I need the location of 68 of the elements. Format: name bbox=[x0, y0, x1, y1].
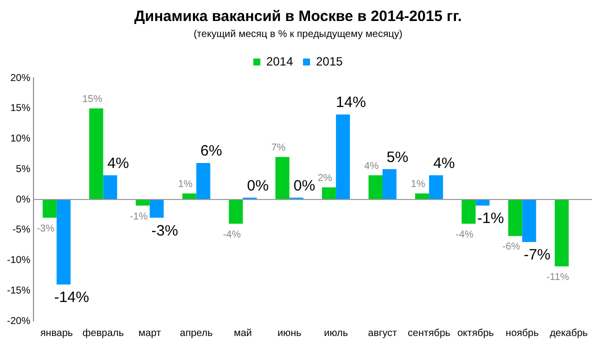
legend-label: 2015 bbox=[316, 54, 344, 68]
bar bbox=[462, 200, 476, 224]
data-label: 1% bbox=[410, 179, 426, 190]
data-label: 4% bbox=[107, 154, 130, 172]
bar bbox=[56, 200, 71, 285]
x-tick-label: июль bbox=[324, 328, 348, 339]
bar bbox=[275, 156, 290, 200]
bar bbox=[336, 114, 350, 200]
x-tick-label: декабрь bbox=[550, 328, 588, 339]
data-label: -1% bbox=[130, 211, 148, 222]
data-label: -4% bbox=[222, 230, 241, 241]
bar bbox=[522, 200, 536, 242]
chart-title: Динамика вакансий в Москве в 2014-2015 гг. bbox=[134, 8, 462, 26]
y-tick-label: 0% bbox=[16, 194, 30, 206]
y-tick-label: 10% bbox=[10, 134, 30, 144]
data-label: 4% bbox=[433, 154, 455, 172]
data-label: -3% bbox=[151, 222, 178, 240]
bar bbox=[508, 200, 522, 236]
bar bbox=[89, 108, 104, 200]
data-label: -7% bbox=[524, 246, 550, 264]
data-label: 6% bbox=[200, 142, 222, 160]
y-tick-label: 20% bbox=[10, 72, 30, 84]
x-tick-label: октябрь bbox=[457, 328, 494, 339]
x-tick-label: март bbox=[138, 328, 162, 339]
bar bbox=[182, 193, 196, 200]
bar bbox=[429, 175, 444, 200]
data-label: 0% bbox=[294, 177, 316, 194]
x-tick-label: январь bbox=[40, 328, 73, 339]
bar bbox=[476, 200, 490, 206]
bar bbox=[196, 163, 210, 200]
data-label: -1% bbox=[477, 210, 504, 228]
data-label: -14% bbox=[54, 289, 90, 306]
data-label: 1% bbox=[178, 179, 193, 190]
x-tick-label: февраль bbox=[82, 328, 124, 339]
data-label: -4% bbox=[456, 230, 474, 241]
data-label: 7% bbox=[271, 142, 286, 154]
x-tick-label: август bbox=[368, 328, 398, 339]
bar bbox=[103, 175, 118, 200]
x-tick-label: июнь bbox=[277, 328, 302, 339]
x-tick-label: май bbox=[234, 328, 252, 339]
data-label: -3% bbox=[36, 223, 55, 234]
bar bbox=[42, 200, 57, 218]
data-label: 0% bbox=[246, 177, 269, 194]
chart-subtitle: (текущий месяц в % к предыдущему месяцу) bbox=[194, 28, 402, 40]
y-tick-label: 5% bbox=[16, 164, 30, 175]
bar bbox=[368, 175, 383, 200]
bar bbox=[554, 200, 569, 266]
bar bbox=[382, 169, 396, 200]
data-label: 15% bbox=[82, 94, 102, 106]
bar bbox=[150, 200, 164, 218]
x-tick-label: ноябрь bbox=[506, 328, 539, 339]
y-tick-label: 15% bbox=[10, 103, 30, 114]
data-label: 5% bbox=[386, 148, 408, 166]
x-tick-label: апрель bbox=[180, 328, 213, 339]
x-tick-label: сентябрь bbox=[408, 328, 450, 339]
bar bbox=[322, 187, 336, 200]
y-tick-label: -5% bbox=[12, 224, 30, 236]
data-label: 14% bbox=[336, 94, 366, 112]
y-tick-label: -10% bbox=[6, 255, 30, 266]
legend-label: 2014 bbox=[266, 54, 294, 68]
data-label: 2% bbox=[318, 173, 332, 184]
bar bbox=[415, 193, 430, 200]
y-tick-label: -20% bbox=[6, 316, 30, 327]
bar bbox=[228, 200, 243, 224]
data-label: -6% bbox=[502, 242, 520, 253]
y-tick-label: -15% bbox=[6, 285, 30, 296]
data-label: 4% bbox=[364, 160, 379, 172]
data-label: -11% bbox=[546, 272, 570, 284]
